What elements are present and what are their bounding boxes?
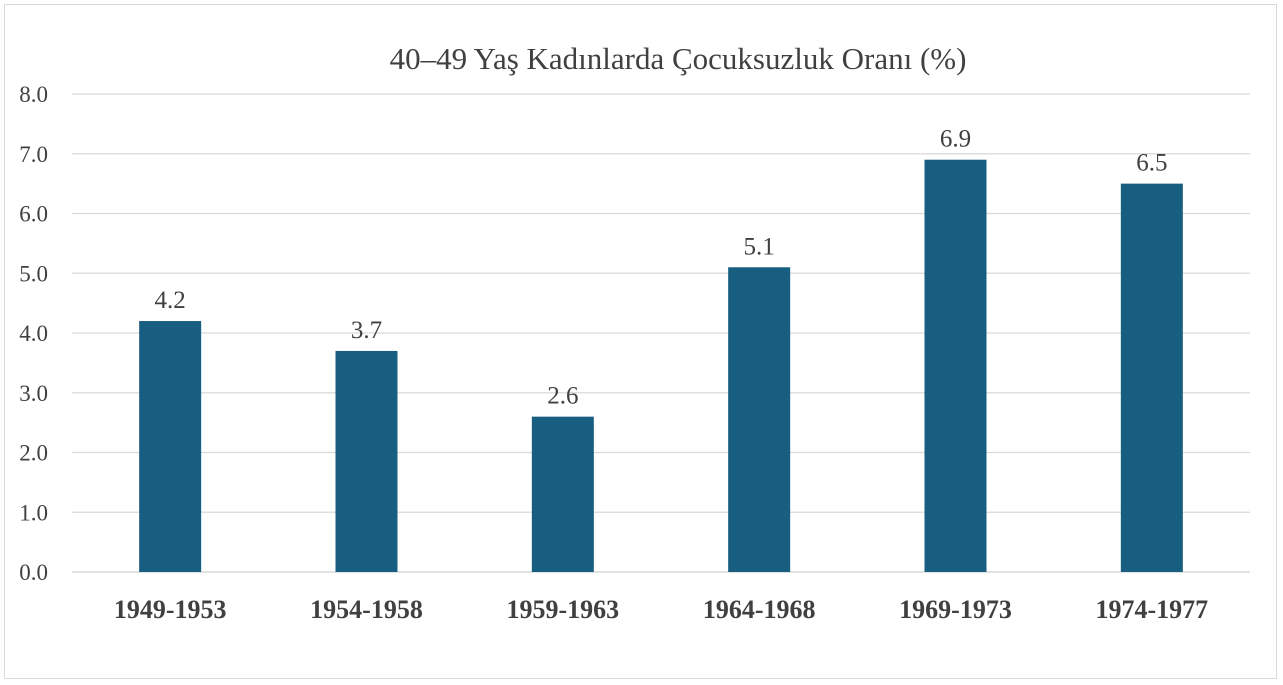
y-tick-label: 8.0: [19, 82, 48, 107]
y-tick-label: 7.0: [19, 142, 48, 167]
bar-1959-1963: [531, 416, 594, 572]
y-tick-label: 3.0: [19, 381, 48, 406]
data-label: 5.1: [744, 233, 775, 260]
y-tick-label: 5.0: [19, 261, 48, 286]
y-tick-label: 4.0: [19, 321, 48, 346]
data-label: 6.9: [940, 126, 971, 153]
data-labels: 4.2 3.7 2.6 5.1 6.9 6.5: [155, 126, 1168, 410]
y-axis-ticks: 0.0 1.0 2.0 3.0 4.0 5.0 6.0 7.0 8.0: [19, 82, 48, 585]
y-tick-label: 0.0: [19, 560, 48, 585]
x-axis-ticks: 1949-1953 1954-1958 1959-1963 1964-1968 1969…: [114, 595, 1208, 624]
x-tick-label: 1974-1977: [1095, 595, 1208, 624]
bar-1949-1953: [139, 321, 202, 572]
data-label: 2.6: [547, 383, 578, 410]
y-tick-label: 1.0: [19, 500, 48, 525]
gridlines: [72, 93, 1250, 573]
data-label: 6.5: [1136, 150, 1167, 177]
bar-1964-1968: [728, 267, 791, 572]
x-tick-label: 1959-1963: [506, 595, 619, 624]
bar-1969-1973: [924, 159, 987, 572]
bars: [139, 159, 1183, 572]
x-tick-label: 1954-1958: [310, 595, 423, 624]
x-tick-label: 1969-1973: [899, 595, 1012, 624]
y-tick-label: 2.0: [19, 441, 48, 466]
data-label: 4.2: [155, 287, 186, 314]
x-tick-label: 1964-1968: [703, 595, 816, 624]
x-tick-label: 1949-1953: [114, 595, 227, 624]
data-label: 3.7: [351, 317, 382, 344]
y-tick-label: 6.0: [19, 202, 48, 227]
bar-1954-1958: [335, 350, 398, 572]
chart-frame: [4, 4, 1277, 679]
chart-title: 40–49 Yaş Kadınlarda Çocuksuzluk Oranı (…: [390, 41, 967, 76]
bar-1974-1977: [1120, 183, 1183, 572]
